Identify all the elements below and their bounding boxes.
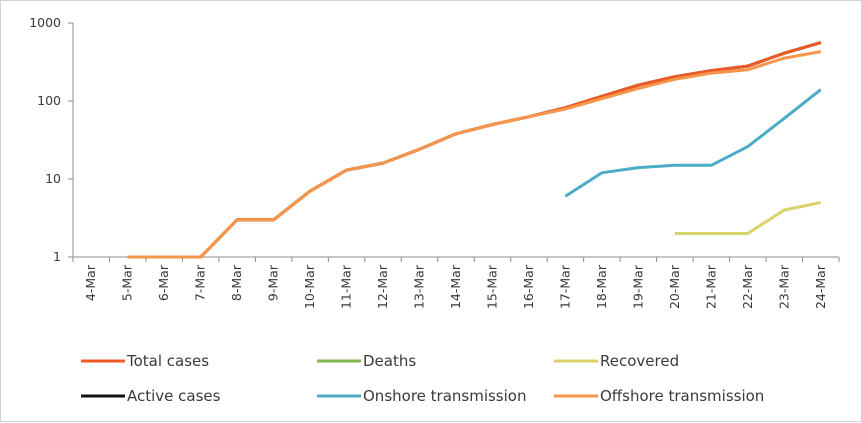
x-tick-label: 22-Mar — [740, 264, 755, 309]
x-tick-label: 12-Mar — [375, 264, 390, 309]
series-line-recovered — [674, 201, 822, 235]
x-tick-label: 14-Mar — [448, 264, 463, 309]
axes: 1 10 100 1000 4-Mar 5-Mar 6-Mar 7-Mar 8-Mar 9-Mar… — [29, 15, 840, 309]
x-tick-label: 21-Mar — [703, 264, 718, 309]
legend-label-offshore-transmission: Offshore transmission — [600, 387, 764, 405]
legend-label-deaths: Deaths — [363, 352, 416, 370]
x-tick-label: 24-Mar — [813, 264, 828, 309]
legend-label-onshore-transmission: Onshore transmission — [363, 387, 526, 405]
x-tick-label: 4-Mar — [83, 264, 98, 301]
legend-label-active-cases: Active cases — [127, 387, 221, 405]
legend-label-recovered: Recovered — [600, 352, 679, 370]
x-tick-label: 10-Mar — [302, 264, 317, 309]
x-tick-label: 17-Mar — [557, 264, 572, 309]
legend: Total cases Deaths Recovered Active cases On… — [81, 352, 764, 405]
x-tick-label: 20-Mar — [667, 264, 682, 309]
x-tick-label: 6-Mar — [156, 264, 171, 301]
y-tick-label: 1000 — [29, 15, 61, 30]
x-tick-label: 23-Mar — [776, 264, 791, 309]
x-tick-label: 7-Mar — [193, 264, 208, 301]
x-tick-label: 16-Mar — [521, 264, 536, 309]
x-tick-label: 18-Mar — [594, 264, 609, 309]
y-tick-label: 1 — [53, 249, 61, 264]
x-tick-label: 19-Mar — [630, 264, 645, 309]
x-tick-label: 5-Mar — [120, 264, 135, 301]
y-tick-label: 100 — [37, 93, 61, 108]
x-tick-label: 11-Mar — [339, 264, 354, 309]
y-tick-label: 10 — [45, 171, 61, 186]
series-line-onshore-transmission — [564, 88, 822, 198]
x-tick-label: 8-Mar — [229, 264, 244, 301]
series-layer — [127, 41, 822, 259]
x-tick-label: 9-Mar — [266, 264, 281, 301]
x-tick-label: 13-Mar — [412, 264, 427, 309]
x-tick-label: 15-Mar — [484, 264, 499, 309]
series-line-offshore-transmission — [127, 50, 822, 259]
legend-label-total-cases: Total cases — [126, 352, 209, 370]
